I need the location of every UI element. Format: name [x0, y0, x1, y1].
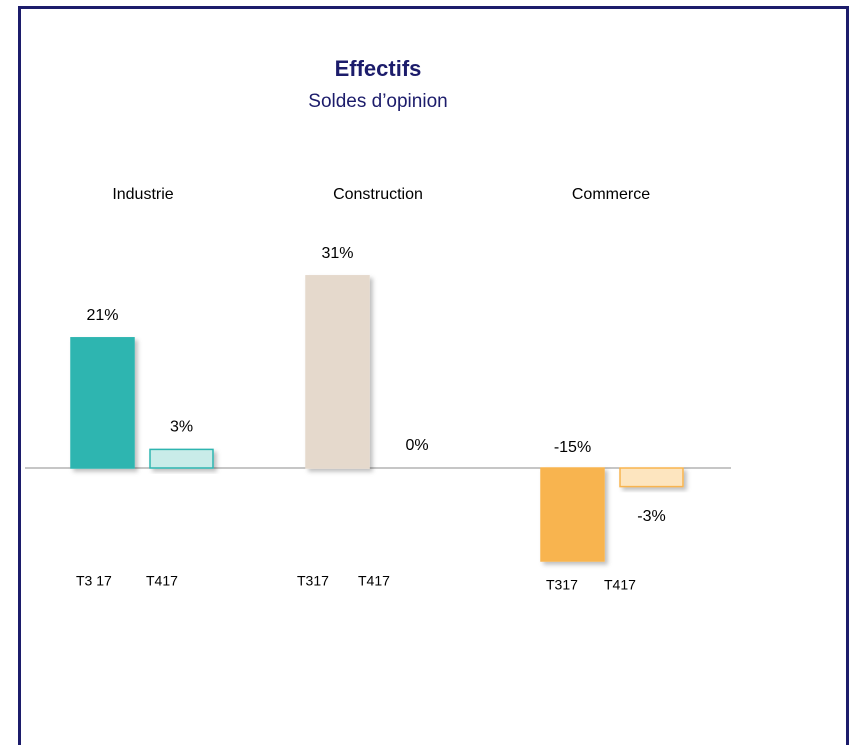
value-label: 3% — [170, 419, 193, 436]
bar — [540, 467, 605, 562]
group-label: Commerce — [572, 186, 650, 203]
bar — [70, 337, 135, 469]
value-label: 21% — [86, 307, 118, 324]
category-label: T317 — [297, 573, 329, 589]
category-label: T3 17 — [76, 573, 112, 589]
bar — [619, 467, 684, 488]
category-label: T317 — [546, 577, 578, 593]
bar — [305, 275, 370, 469]
group-label: Industrie — [112, 186, 173, 203]
category-label: T417 — [604, 577, 636, 593]
value-label: -15% — [554, 439, 591, 456]
value-label: 0% — [405, 437, 428, 454]
category-label: T417 — [146, 573, 178, 589]
category-label: T417 — [358, 573, 390, 589]
chart-title: Effectifs — [335, 56, 422, 81]
chart-subtitle: Soldes d’opinion — [308, 91, 447, 112]
frame — [18, 6, 849, 745]
value-label: -3% — [637, 508, 665, 525]
group-label: Construction — [333, 186, 423, 203]
value-label: 31% — [321, 245, 353, 262]
bar — [149, 448, 214, 469]
